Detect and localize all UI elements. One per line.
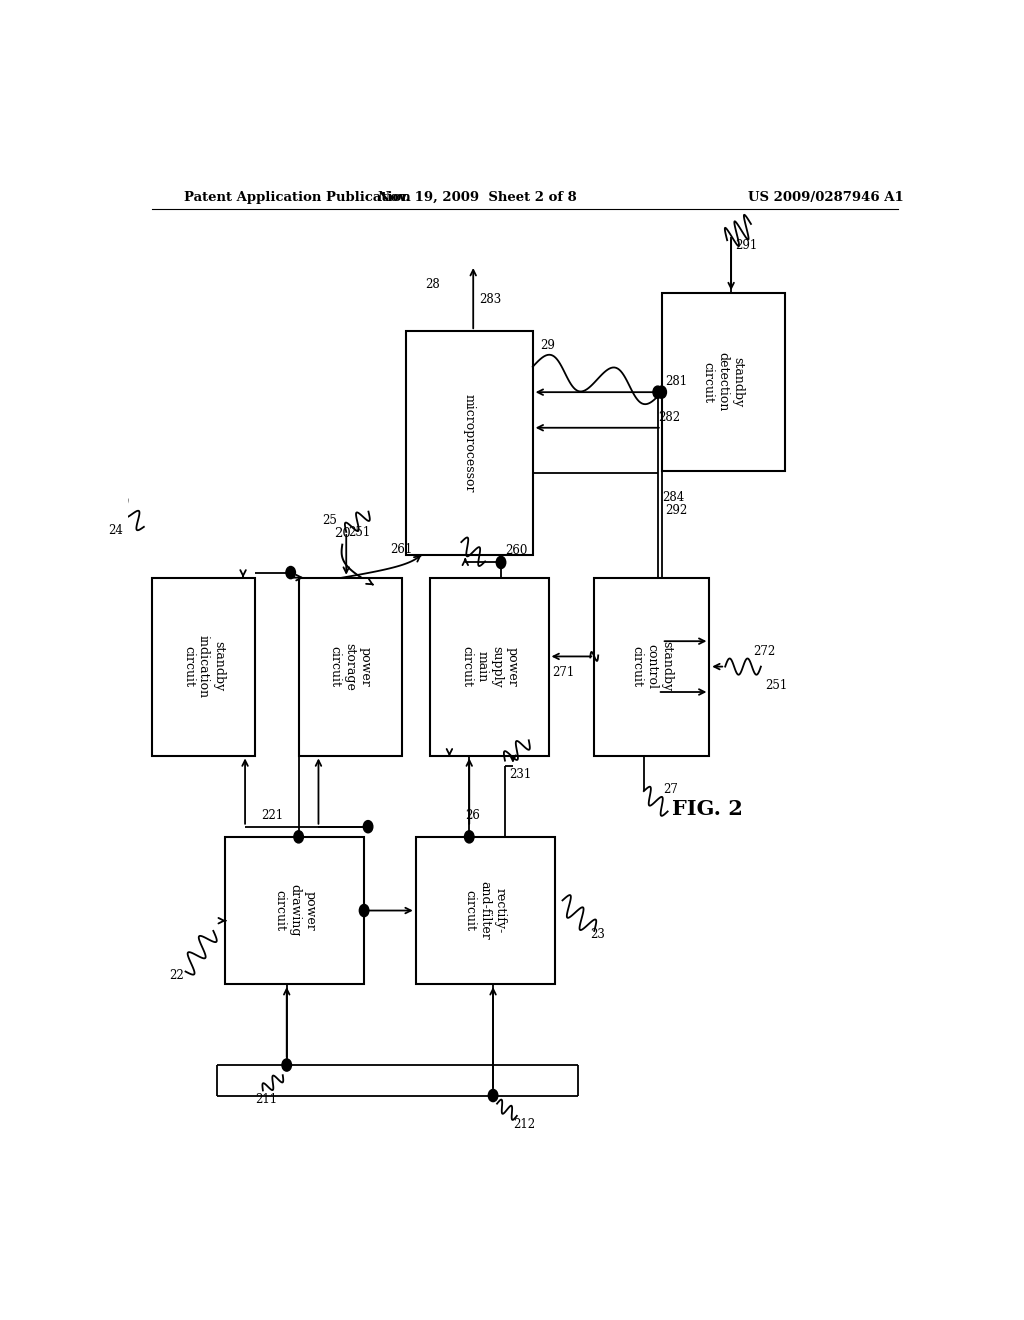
Text: 251: 251 (348, 527, 371, 539)
Text: 292: 292 (666, 504, 688, 516)
Text: 282: 282 (657, 411, 680, 424)
Text: 260: 260 (505, 544, 527, 557)
Text: 284: 284 (662, 491, 684, 504)
Text: 283: 283 (479, 293, 502, 306)
Bar (152, 578, 255, 755)
Text: power
drawing
circuit: power drawing circuit (273, 884, 316, 937)
Text: 231: 231 (509, 768, 531, 781)
Circle shape (465, 830, 474, 843)
Circle shape (657, 385, 667, 399)
Text: Nov. 19, 2009  Sheet 2 of 8: Nov. 19, 2009 Sheet 2 of 8 (378, 190, 577, 203)
Text: 281: 281 (666, 375, 688, 388)
Text: 20: 20 (334, 527, 351, 540)
Text: microprocessor: microprocessor (463, 393, 476, 492)
Text: power
storage
circuit: power storage circuit (329, 643, 372, 690)
Bar (225, 837, 365, 985)
Text: 271: 271 (553, 665, 574, 678)
Text: 221: 221 (261, 809, 283, 821)
Text: 272: 272 (753, 645, 775, 659)
Text: 251: 251 (765, 678, 787, 692)
Text: 26: 26 (465, 809, 480, 821)
Text: 211: 211 (255, 1093, 278, 1106)
Circle shape (364, 821, 373, 833)
Text: 23: 23 (590, 928, 605, 941)
Text: FIG. 2: FIG. 2 (672, 799, 742, 818)
Text: 291: 291 (735, 239, 758, 252)
Text: rectify-
and-filter
circuit: rectify- and-filter circuit (464, 882, 507, 940)
Bar (662, 293, 784, 471)
Bar (430, 578, 549, 755)
Bar (406, 331, 532, 554)
Text: standby
indication
circuit: standby indication circuit (182, 635, 225, 698)
Text: 261: 261 (390, 543, 412, 556)
Bar (416, 837, 555, 985)
Text: 25: 25 (323, 513, 337, 527)
Text: 212: 212 (513, 1118, 535, 1131)
Text: 28: 28 (426, 277, 440, 290)
Text: 29: 29 (541, 338, 556, 351)
Circle shape (497, 556, 506, 569)
Text: US 2009/0287946 A1: US 2009/0287946 A1 (749, 190, 904, 203)
Circle shape (294, 830, 303, 843)
Text: Patent Application Publication: Patent Application Publication (183, 190, 411, 203)
Circle shape (282, 1059, 292, 1071)
Circle shape (286, 566, 296, 578)
Text: 22: 22 (170, 969, 184, 982)
Circle shape (488, 1089, 498, 1102)
Text: 24: 24 (109, 524, 123, 537)
Bar (594, 578, 710, 755)
Text: 27: 27 (664, 783, 679, 796)
Text: power
supply
main
circuit: power supply main circuit (460, 645, 518, 688)
Circle shape (653, 385, 663, 399)
Bar (299, 578, 401, 755)
Text: standby
control
circuit: standby control circuit (631, 642, 673, 692)
Text: standby
detection
circuit: standby detection circuit (701, 352, 744, 412)
Circle shape (359, 904, 369, 916)
